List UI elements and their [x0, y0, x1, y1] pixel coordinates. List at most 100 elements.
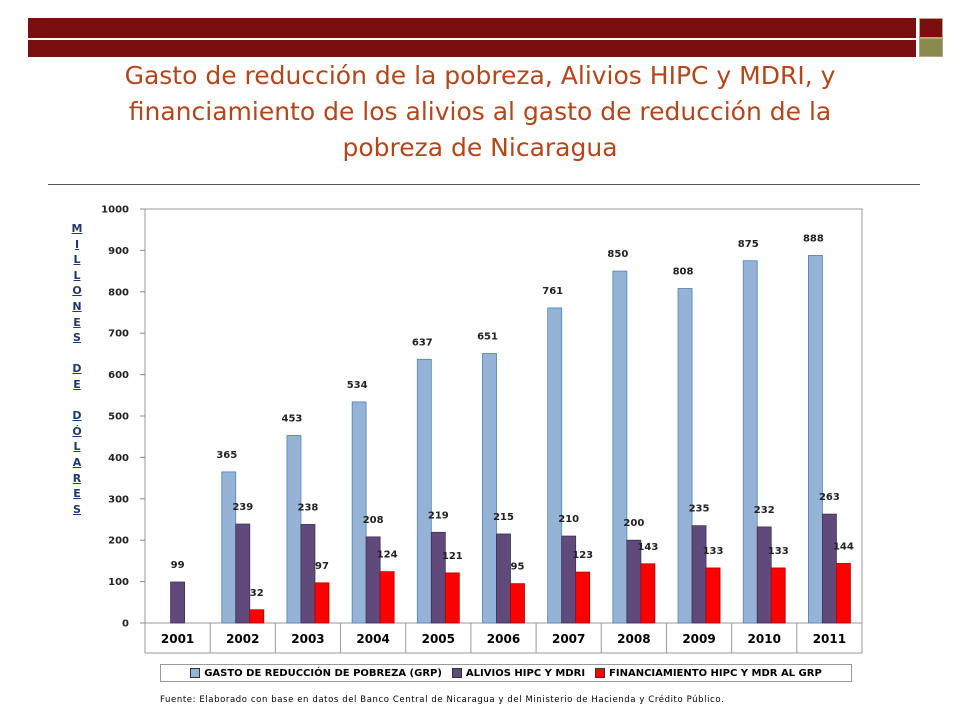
legend-item: ALIVIOS HIPC Y MDRI	[451, 667, 586, 679]
data-label: 200	[623, 518, 644, 529]
data-label: 32	[250, 588, 264, 599]
data-label: 263	[819, 492, 840, 503]
bar-grp	[482, 353, 497, 624]
data-label: 124	[377, 550, 398, 561]
bar-financiamiento	[705, 567, 721, 624]
y-axis-label-letter: S	[73, 502, 81, 516]
y-axis-label-letter: A	[72, 455, 82, 469]
bar-alivios	[756, 526, 772, 624]
data-label: 232	[754, 505, 775, 516]
y-tick-label: 600	[108, 370, 129, 381]
data-label: 144	[833, 541, 854, 552]
bar-financiamiento	[314, 582, 330, 624]
bar-alivios	[235, 523, 251, 624]
chart-legend: GASTO DE REDUCCIÓN DE POBREZA (GRP) ALIVI…	[160, 664, 852, 682]
data-label: 651	[477, 331, 498, 342]
y-tick-label: 300	[108, 494, 129, 505]
data-label: 534	[347, 380, 368, 391]
data-label: 210	[558, 514, 579, 525]
bar-alivios	[430, 531, 446, 624]
y-tick-label: 800	[108, 287, 129, 298]
x-tick-label: 2002	[226, 632, 259, 646]
bar-grp	[286, 435, 302, 624]
y-tick-label: 100	[108, 577, 129, 588]
x-tick-label: 2007	[552, 632, 585, 646]
bar-alivios	[496, 533, 511, 624]
y-axis-label-letter: S	[73, 331, 81, 345]
data-label: 99	[171, 560, 185, 571]
corner-square-bottom	[919, 38, 943, 57]
data-label: 888	[803, 233, 824, 244]
bar-grp	[547, 307, 563, 624]
bar-financiamiento	[249, 609, 265, 624]
x-tick-label: 2003	[291, 632, 324, 646]
slide-title: Gasto de reducción de la pobreza, Alivio…	[124, 61, 836, 162]
bar-alivios	[300, 524, 316, 624]
data-label: 121	[442, 551, 463, 562]
x-tick-label: 2005	[422, 632, 455, 646]
data-label: 365	[216, 450, 237, 461]
y-axis-label-letter: Ó	[72, 424, 82, 438]
bar-financiamiento	[379, 571, 395, 624]
data-label: 235	[689, 504, 710, 515]
y-axis-label-letter: O	[72, 284, 82, 298]
bar-financiamiento	[575, 571, 591, 624]
data-label: 133	[703, 546, 724, 557]
data-label: 637	[412, 337, 433, 348]
data-label: 219	[428, 510, 449, 521]
data-label: 208	[363, 515, 384, 526]
data-label: 850	[607, 249, 628, 260]
data-label: 761	[542, 286, 563, 297]
x-tick-label: 2009	[682, 632, 715, 646]
data-label: 95	[511, 562, 525, 573]
y-tick-label: 500	[108, 412, 129, 423]
y-tick-label: 900	[108, 246, 129, 257]
corner-square-top	[919, 18, 943, 38]
legend-item: GASTO DE REDUCCIÓN DE POBREZA (GRP)	[190, 668, 442, 679]
legend-swatch	[190, 668, 201, 678]
data-label: 97	[315, 561, 329, 572]
y-axis-label-letter: E	[73, 377, 81, 391]
legend-label: FINANCIAMIENTO HIPC Y MDR AL GRP	[609, 667, 822, 679]
bar-grp	[742, 260, 758, 624]
bar-grp	[612, 270, 628, 624]
legend-label: ALIVIOS HIPC Y MDRI	[465, 667, 586, 679]
data-label: 875	[738, 239, 759, 250]
legend-item: FINANCIAMIENTO HIPC Y MDR AL GRP	[595, 668, 822, 679]
bar-alivios	[822, 513, 837, 624]
y-tick-label: 400	[108, 453, 129, 464]
bar-grp	[677, 288, 693, 624]
y-tick-label: 1000	[101, 205, 129, 216]
y-axis-label-letter: M	[71, 222, 83, 235]
y-axis-label-letter: E	[73, 487, 81, 501]
header-band	[28, 18, 916, 38]
bar-financiamiento	[836, 562, 851, 624]
y-tick-label: 0	[122, 619, 129, 630]
y-axis-label-letter: D	[72, 362, 82, 376]
data-label: 143	[637, 542, 658, 553]
data-label: 123	[572, 550, 593, 561]
header-band-lower	[28, 38, 916, 57]
bar-alivios	[691, 525, 707, 624]
title-divider	[48, 184, 920, 185]
bar-financiamiento	[444, 572, 460, 624]
y-axis-label-letter: N	[72, 299, 82, 313]
x-tick-label: 2011	[813, 632, 846, 646]
bar-grp	[808, 254, 823, 624]
y-axis-label-letter: I	[74, 237, 80, 251]
data-label: 808	[673, 266, 694, 277]
legend-swatch	[451, 668, 462, 678]
data-label: 215	[493, 512, 514, 523]
y-axis-label-letter: E	[73, 315, 81, 329]
data-label: 453	[282, 413, 303, 424]
data-label: 133	[768, 546, 789, 557]
x-tick-label: 2008	[617, 632, 650, 646]
bar-grp	[221, 471, 237, 624]
bar-grp	[351, 401, 367, 624]
x-tick-label: 2006	[487, 632, 520, 646]
bar-alivios	[170, 581, 185, 624]
x-tick-label: 2001	[161, 632, 194, 646]
y-tick-label: 200	[108, 536, 129, 547]
x-tick-label: 2010	[748, 632, 781, 646]
